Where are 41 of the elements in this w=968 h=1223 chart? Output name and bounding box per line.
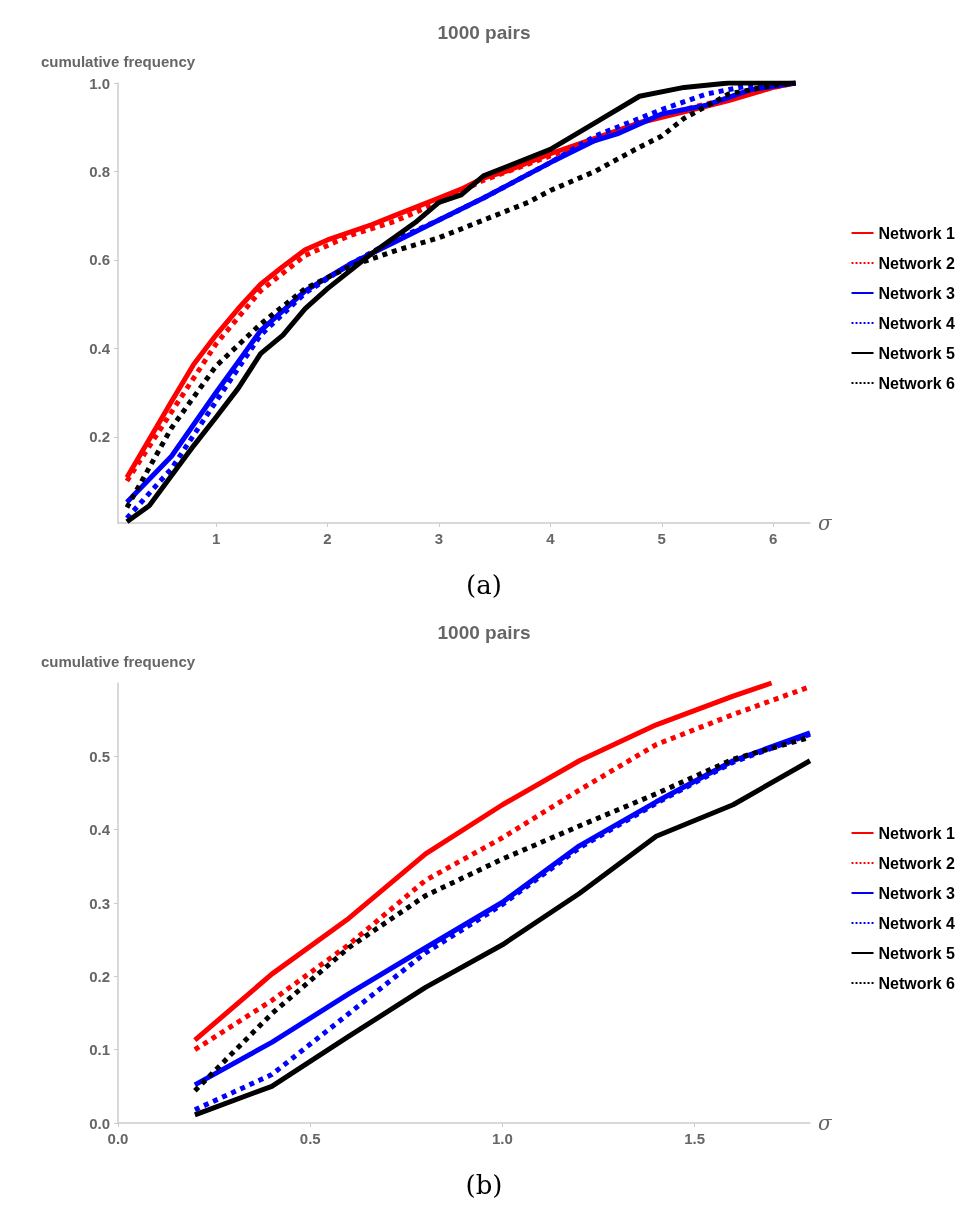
x-tick-label: 6 <box>769 530 778 547</box>
x-axis-title: σ <box>818 511 833 535</box>
y-tick-label: 0.0 <box>89 1114 110 1132</box>
legend-label: Network 6 <box>878 974 956 992</box>
text: (a) <box>466 570 502 600</box>
legend-label: Network 4 <box>878 314 956 332</box>
y-tick-label: 0.5 <box>89 747 110 765</box>
x-tick-label: 2 <box>323 530 332 547</box>
legend-label: Network 6 <box>878 374 956 392</box>
x-tick-label: 1.5 <box>684 1130 706 1147</box>
legend-label: Network 2 <box>878 854 956 872</box>
x-tick-label: 5 <box>657 530 666 547</box>
text: (b) <box>465 1170 503 1200</box>
y-axis-title: cumulative frequency <box>40 653 196 670</box>
x-tick-label: 0.0 <box>107 1130 129 1147</box>
chart-title: 1000 pairs <box>437 22 531 43</box>
legend-label: Network 2 <box>878 254 956 272</box>
x-tick-label: 1 <box>211 530 221 547</box>
x-tick-label: 4 <box>546 530 556 547</box>
y-tick-label: 1.0 <box>89 74 110 92</box>
x-axis-title: σ <box>818 1111 833 1135</box>
x-tick-label: 1.0 <box>492 1130 513 1147</box>
legend-label: Network 5 <box>878 344 956 362</box>
legend-label: Network 1 <box>878 824 956 842</box>
legend-label: Network 3 <box>878 884 956 902</box>
y-tick-label: 0.2 <box>89 428 110 446</box>
legend-label: Network 5 <box>878 944 956 962</box>
y-tick-label: 0.4 <box>89 339 111 357</box>
chart-title: 1000 pairs <box>437 622 531 643</box>
legend-label: Network 4 <box>878 914 956 932</box>
y-tick-label: 0.8 <box>89 162 110 180</box>
y-tick-label: 0.1 <box>89 1041 110 1059</box>
y-tick-label: 0.4 <box>89 821 111 839</box>
y-axis-title: cumulative frequency <box>40 53 196 70</box>
y-tick-label: 0.3 <box>89 894 110 912</box>
y-tick-label: 0.2 <box>89 967 110 985</box>
x-tick-label: 3 <box>434 530 444 547</box>
legend-label: Network 1 <box>878 224 956 242</box>
x-tick-label: 0.5 <box>299 1130 321 1147</box>
legend-label: Network 3 <box>878 284 956 302</box>
y-tick-label: 0.6 <box>89 251 110 269</box>
